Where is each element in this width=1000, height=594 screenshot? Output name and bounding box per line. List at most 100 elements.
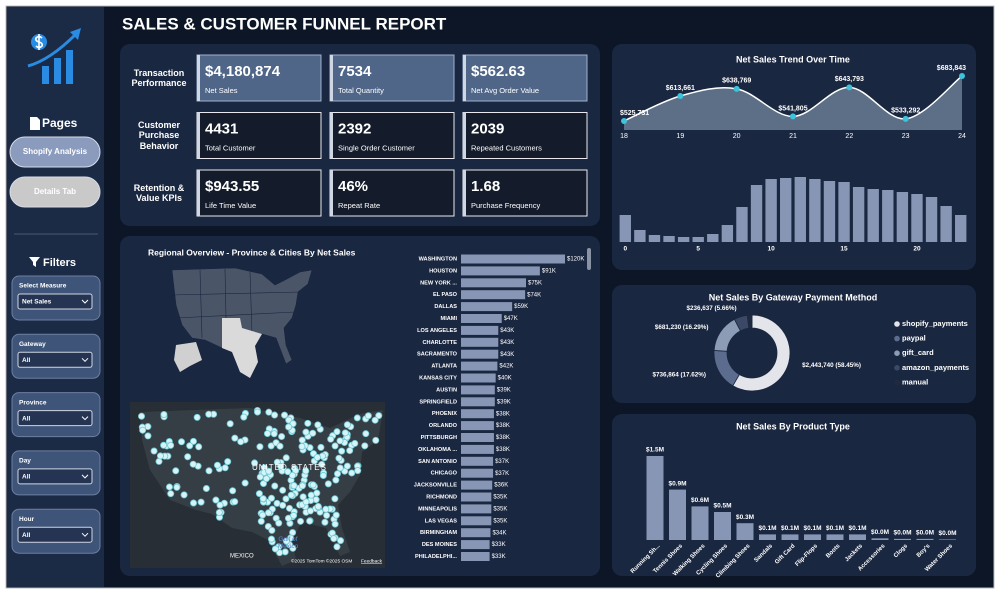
city-bubble <box>284 468 292 476</box>
value-label: $33K <box>492 542 506 548</box>
city-bubble <box>195 443 203 451</box>
map-feedback[interactable]: Feedback <box>361 558 383 564</box>
value-label: $34K <box>492 530 506 536</box>
bar <box>823 181 836 242</box>
category-label: MIAMI <box>441 316 458 322</box>
value-label: $91K <box>542 268 556 274</box>
value-label: $39K <box>497 387 511 393</box>
map-country-label: UNITED STATES <box>252 463 327 472</box>
pages-icon <box>30 117 40 130</box>
legend-label: gift_card <box>902 348 934 357</box>
city-bubble <box>285 504 293 512</box>
city-bubble <box>205 467 213 475</box>
city-bubble <box>160 411 168 419</box>
slicer-value: All <box>22 474 31 481</box>
bar <box>461 552 490 561</box>
category-label: KANSAS CITY <box>419 375 457 381</box>
value-label: $1.5M <box>646 447 664 454</box>
map-mexico-label: MEXICO <box>230 554 254 560</box>
logo-bar <box>54 58 61 84</box>
slicer-value: All <box>22 415 31 422</box>
x-tick-label: 19 <box>676 133 684 140</box>
bar <box>759 534 776 540</box>
city-bubble <box>172 467 180 475</box>
category-label: NEW YORK ... <box>420 280 457 286</box>
filters-title: Filters <box>43 257 76 269</box>
city-bubble <box>213 461 221 469</box>
value-label: $236,637 (5.66%) <box>686 305 736 312</box>
kpi-accent <box>463 112 466 159</box>
kpi-card <box>462 112 588 159</box>
city-bubble <box>282 537 290 545</box>
bar <box>461 528 491 538</box>
page-button[interactable] <box>9 176 101 208</box>
category-label: DES MOINES <box>422 542 457 548</box>
bar <box>894 538 911 540</box>
slicer-dropdown[interactable] <box>17 293 93 310</box>
value-label: $33K <box>492 554 506 560</box>
kpi-label: Single Order Customer <box>338 143 415 152</box>
page-button[interactable] <box>9 136 101 168</box>
city-bubble <box>313 453 321 461</box>
category-label: SPRINGFIELD <box>419 399 457 405</box>
bar <box>955 215 967 242</box>
slicer-dropdown[interactable] <box>17 468 93 485</box>
slicer-dropdown[interactable] <box>17 351 93 368</box>
city-bubble <box>257 517 265 525</box>
kpi-accent <box>330 55 333 101</box>
slicer-dropdown[interactable] <box>17 410 93 427</box>
x-tick-label: 22 <box>845 133 853 140</box>
city-bubble <box>178 438 186 446</box>
kpi-label: Repeated Customers <box>471 143 542 152</box>
kpi-value: 2039 <box>471 120 504 137</box>
city-bubble <box>323 511 331 519</box>
bar <box>867 189 879 242</box>
marker <box>621 118 627 124</box>
kpi-accent <box>463 170 466 216</box>
city-bubble <box>292 467 300 475</box>
value-label: $541,805 <box>778 105 807 112</box>
x-tick-label: 15 <box>840 246 848 253</box>
chevron <box>81 416 89 421</box>
kpi-card <box>462 54 588 102</box>
city-bubble <box>332 476 340 484</box>
bar <box>871 538 889 540</box>
chevron <box>81 357 89 363</box>
kpi-value: 7534 <box>338 63 372 80</box>
city-bubble <box>150 447 158 455</box>
city-bubble <box>190 499 198 507</box>
report-title: SALES & CUSTOMER FUNNEL REPORT <box>122 14 447 33</box>
value-label: $0.0M <box>893 530 911 537</box>
city-bubble <box>212 496 220 504</box>
city-bubble <box>337 537 345 545</box>
city-bubble <box>278 433 286 441</box>
category-label: HOUSTON <box>429 268 457 274</box>
city-bubble <box>263 430 271 438</box>
slicer-dropdown[interactable] <box>17 526 93 543</box>
city-bubble <box>327 435 335 443</box>
bar <box>646 456 664 540</box>
city-bubble <box>270 430 278 438</box>
city-bubble <box>231 434 239 442</box>
kpi-accent <box>463 55 466 101</box>
city-bubble <box>336 464 344 472</box>
state-highlight <box>222 318 262 378</box>
kpi-accent <box>197 170 200 216</box>
bar <box>461 361 498 371</box>
x-tick-label: 5 <box>696 246 700 253</box>
value-label: $638,769 <box>722 78 751 85</box>
chevron <box>81 299 89 304</box>
scrollbar[interactable] <box>587 248 591 270</box>
category-label: AUSTIN <box>436 387 457 393</box>
city-bubble <box>167 490 175 498</box>
city-bubble <box>375 412 383 420</box>
city-bubble <box>264 509 272 517</box>
kpi-label: Net Sales <box>205 86 238 95</box>
category-label: EL PASO <box>433 292 458 298</box>
city-bubble <box>259 495 267 503</box>
bar <box>461 254 565 264</box>
value-label: $0.6M <box>691 497 709 504</box>
bar <box>461 397 495 407</box>
city-bubble <box>139 426 147 434</box>
